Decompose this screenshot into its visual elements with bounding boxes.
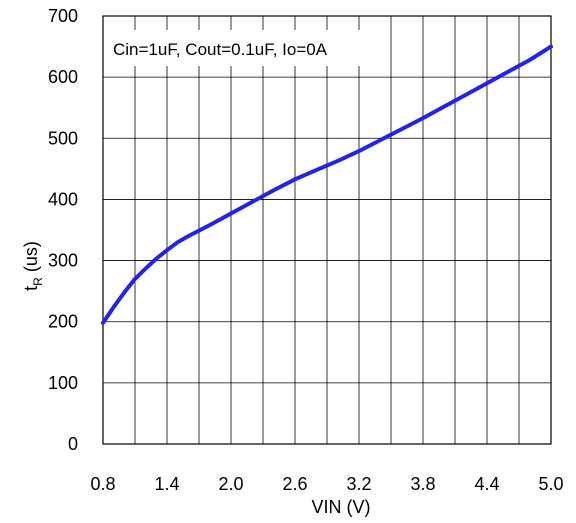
- x-tick-labels: 0.8 1.4 2.0 2.6 3.2 3.8 4.4 5.0: [90, 474, 563, 494]
- y-tick-label: 200: [48, 312, 78, 332]
- y-axis-label-main: t: [21, 286, 41, 291]
- y-tick-label: 600: [48, 67, 78, 87]
- x-tick-label: 2.0: [218, 474, 243, 494]
- annotation-box: [104, 30, 384, 66]
- x-tick-label: 3.8: [410, 474, 435, 494]
- x-tick-label: 3.2: [346, 474, 371, 494]
- y-axis-label: tR (us): [21, 241, 45, 291]
- y-tick-label: 0: [68, 434, 78, 454]
- x-tick-label: 1.4: [154, 474, 179, 494]
- x-tick-label: 4.4: [474, 474, 499, 494]
- grid-lines: [103, 16, 551, 444]
- y-tick-label: 500: [48, 128, 78, 148]
- series-line: [101, 44, 553, 325]
- y-axis-label-subscript: R: [31, 277, 45, 286]
- series-group: [101, 44, 553, 325]
- y-tick-label: 100: [48, 373, 78, 393]
- x-tick-label: 5.0: [538, 474, 563, 494]
- y-tick-label: 300: [48, 251, 78, 271]
- y-tick-label: 700: [48, 6, 78, 26]
- y-tick-label: 400: [48, 189, 78, 209]
- y-axis-label-unit: (us): [21, 241, 41, 277]
- x-axis-label: VIN (V): [311, 497, 370, 517]
- y-tick-labels: 0 100 200 300 400 500 600 700: [48, 6, 78, 454]
- x-tick-label: 2.6: [282, 474, 307, 494]
- x-tick-label: 0.8: [90, 474, 115, 494]
- annotation-text: Cin=1uF, Cout=0.1uF, Io=0A: [113, 40, 328, 59]
- plot-frame: [102, 15, 552, 445]
